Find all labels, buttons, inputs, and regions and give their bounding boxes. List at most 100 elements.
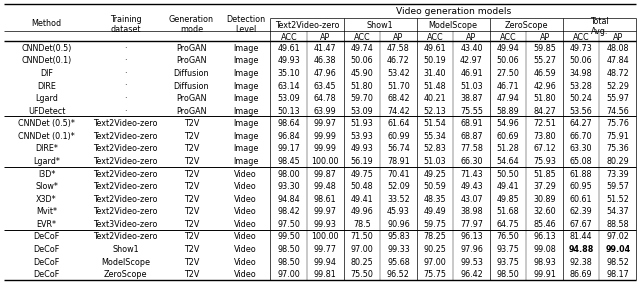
Text: 51.52: 51.52 xyxy=(606,195,629,204)
Text: 50.59: 50.59 xyxy=(424,182,447,191)
Text: ACC: ACC xyxy=(500,32,516,41)
Text: CNNDet (0.5)*: CNNDet (0.5)* xyxy=(18,119,75,128)
Text: 65.08: 65.08 xyxy=(570,157,593,166)
Text: 49.73: 49.73 xyxy=(570,44,593,53)
Text: 68.87: 68.87 xyxy=(460,132,483,141)
Text: 98.42: 98.42 xyxy=(277,207,300,216)
Text: DIRE*: DIRE* xyxy=(35,145,58,153)
Text: ACC: ACC xyxy=(427,32,444,41)
Text: 94.88: 94.88 xyxy=(568,245,594,254)
Text: ProGAN: ProGAN xyxy=(176,44,207,53)
Text: 52.29: 52.29 xyxy=(606,82,629,91)
Text: 56.19: 56.19 xyxy=(351,157,373,166)
Text: Text3Video-zero: Text3Video-zero xyxy=(93,220,157,229)
Text: 63.14: 63.14 xyxy=(278,82,300,91)
Text: ACC: ACC xyxy=(280,32,297,41)
Text: 100.00: 100.00 xyxy=(312,233,339,241)
Text: 78.25: 78.25 xyxy=(424,233,447,241)
Text: 98.93: 98.93 xyxy=(533,258,556,267)
Text: Video: Video xyxy=(234,182,257,191)
Text: 49.25: 49.25 xyxy=(424,170,447,179)
Text: 54.64: 54.64 xyxy=(497,157,520,166)
Text: Text2Video-zero: Text2Video-zero xyxy=(93,207,157,216)
Text: 59.85: 59.85 xyxy=(533,44,556,53)
Text: Text2Video-zero: Text2Video-zero xyxy=(93,182,157,191)
Text: 48.35: 48.35 xyxy=(424,195,446,204)
Text: 64.75: 64.75 xyxy=(497,220,520,229)
Text: Image: Image xyxy=(233,56,259,65)
Text: 99.77: 99.77 xyxy=(314,245,337,254)
Text: 99.33: 99.33 xyxy=(387,245,410,254)
Text: AP: AP xyxy=(540,32,550,41)
Text: AP: AP xyxy=(394,32,404,41)
Text: 47.94: 47.94 xyxy=(497,94,520,103)
Text: 99.50: 99.50 xyxy=(277,233,300,241)
Text: 45.90: 45.90 xyxy=(351,69,373,78)
Text: Diffusion: Diffusion xyxy=(173,69,209,78)
Text: 51.03: 51.03 xyxy=(460,82,483,91)
Text: Text2Video-zero: Text2Video-zero xyxy=(275,21,339,30)
Text: Show1: Show1 xyxy=(367,21,394,30)
Text: Text2Video-zero: Text2Video-zero xyxy=(93,195,157,204)
Text: T2V: T2V xyxy=(184,233,199,241)
Text: 90.96: 90.96 xyxy=(387,220,410,229)
Text: 74.42: 74.42 xyxy=(387,107,410,116)
Text: 53.28: 53.28 xyxy=(570,82,593,91)
Text: 75.50: 75.50 xyxy=(351,270,373,279)
Text: 46.71: 46.71 xyxy=(497,82,520,91)
Text: ZeroScope: ZeroScope xyxy=(504,21,548,30)
Text: 41.47: 41.47 xyxy=(314,44,337,53)
Text: 95.83: 95.83 xyxy=(387,233,410,241)
Text: T2V: T2V xyxy=(184,119,199,128)
Text: 54.96: 54.96 xyxy=(497,119,520,128)
Text: DeCoF: DeCoF xyxy=(33,233,60,241)
Text: 50.48: 50.48 xyxy=(351,182,373,191)
Text: 50.06: 50.06 xyxy=(570,56,593,65)
Text: 68.42: 68.42 xyxy=(387,94,410,103)
Text: 42.96: 42.96 xyxy=(533,82,556,91)
Text: ·: · xyxy=(124,107,127,116)
Text: 73.80: 73.80 xyxy=(533,132,556,141)
Text: 98.50: 98.50 xyxy=(277,258,300,267)
Text: 46.38: 46.38 xyxy=(314,56,337,65)
Text: 97.00: 97.00 xyxy=(277,270,300,279)
Text: ProGAN: ProGAN xyxy=(176,107,207,116)
Text: 98.00: 98.00 xyxy=(278,170,300,179)
Text: 99.53: 99.53 xyxy=(460,258,483,267)
Text: T2V: T2V xyxy=(184,245,199,254)
Text: 75.75: 75.75 xyxy=(424,270,447,279)
Text: 59.70: 59.70 xyxy=(351,94,373,103)
Text: 99.48: 99.48 xyxy=(314,182,337,191)
Text: 50.50: 50.50 xyxy=(497,170,520,179)
Text: 86.69: 86.69 xyxy=(570,270,593,279)
Text: 64.78: 64.78 xyxy=(314,94,337,103)
Text: CNNDet(0.5): CNNDet(0.5) xyxy=(21,44,72,53)
Text: 50.06: 50.06 xyxy=(497,56,520,65)
Text: Video: Video xyxy=(234,233,257,241)
Text: 99.93: 99.93 xyxy=(314,220,337,229)
Text: 51.80: 51.80 xyxy=(533,94,556,103)
Text: DeCoF: DeCoF xyxy=(33,258,60,267)
Text: 99.04: 99.04 xyxy=(605,245,630,254)
Text: T2V: T2V xyxy=(184,270,199,279)
Text: 49.41: 49.41 xyxy=(351,195,373,204)
Text: 93.75: 93.75 xyxy=(497,258,520,267)
Text: Slow*: Slow* xyxy=(35,182,58,191)
Text: Video: Video xyxy=(234,207,257,216)
Text: 95.68: 95.68 xyxy=(387,258,410,267)
Text: 55.34: 55.34 xyxy=(424,132,446,141)
Text: 49.85: 49.85 xyxy=(497,195,520,204)
Text: 97.00: 97.00 xyxy=(351,245,373,254)
Text: 96.42: 96.42 xyxy=(460,270,483,279)
Text: 98.64: 98.64 xyxy=(278,119,300,128)
Text: Video: Video xyxy=(234,195,257,204)
Text: 49.49: 49.49 xyxy=(424,207,446,216)
Text: ZeroScope: ZeroScope xyxy=(104,270,147,279)
Text: 49.94: 49.94 xyxy=(497,44,520,53)
Text: DeCoF: DeCoF xyxy=(33,270,60,279)
Text: 52.13: 52.13 xyxy=(424,107,446,116)
Text: Text2Video-zero: Text2Video-zero xyxy=(93,170,157,179)
Text: 85.46: 85.46 xyxy=(533,220,556,229)
Text: 51.80: 51.80 xyxy=(351,82,373,91)
Text: CNNDet (0.1)*: CNNDet (0.1)* xyxy=(18,132,75,141)
